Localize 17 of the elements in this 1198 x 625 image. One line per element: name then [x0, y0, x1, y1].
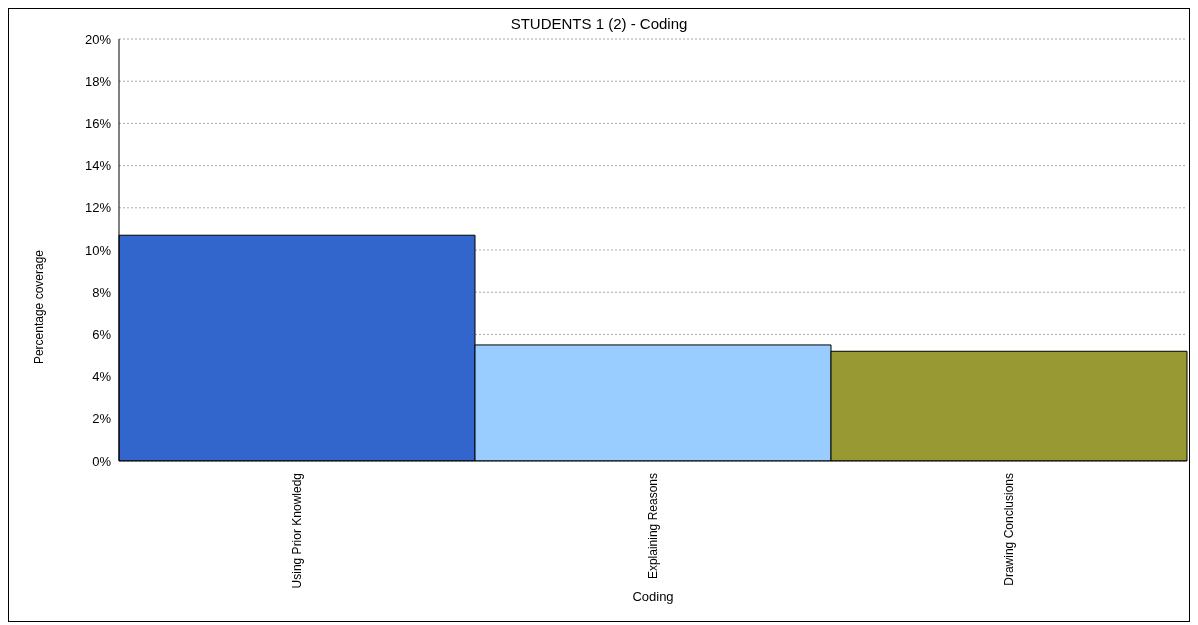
y-tick-label: 10% — [84, 242, 112, 258]
y-tick-label: 4% — [92, 369, 112, 385]
y-axis-title: Percentage coverage — [32, 249, 47, 365]
y-tick-label: 18% — [84, 73, 112, 89]
y-tick-label: 0% — [92, 453, 112, 469]
x-tick-label: Using Prior Knowledg — [290, 473, 304, 589]
y-tick-label: 14% — [84, 158, 112, 174]
x-tick-label: Drawing Conclusions — [1002, 473, 1016, 586]
x-tick-label: Explaining Reasons — [646, 473, 660, 580]
y-tick-label: 8% — [92, 284, 112, 300]
y-tick-label: 16% — [84, 116, 112, 132]
x-axis-title: Coding — [632, 589, 674, 604]
y-tick-label: 6% — [92, 327, 112, 343]
y-tick-label: 2% — [92, 411, 112, 427]
y-tick-label: 12% — [84, 200, 112, 216]
y-tick-label: 20% — [84, 31, 112, 47]
chart-title: STUDENTS 1 (2) - Coding — [509, 15, 689, 32]
